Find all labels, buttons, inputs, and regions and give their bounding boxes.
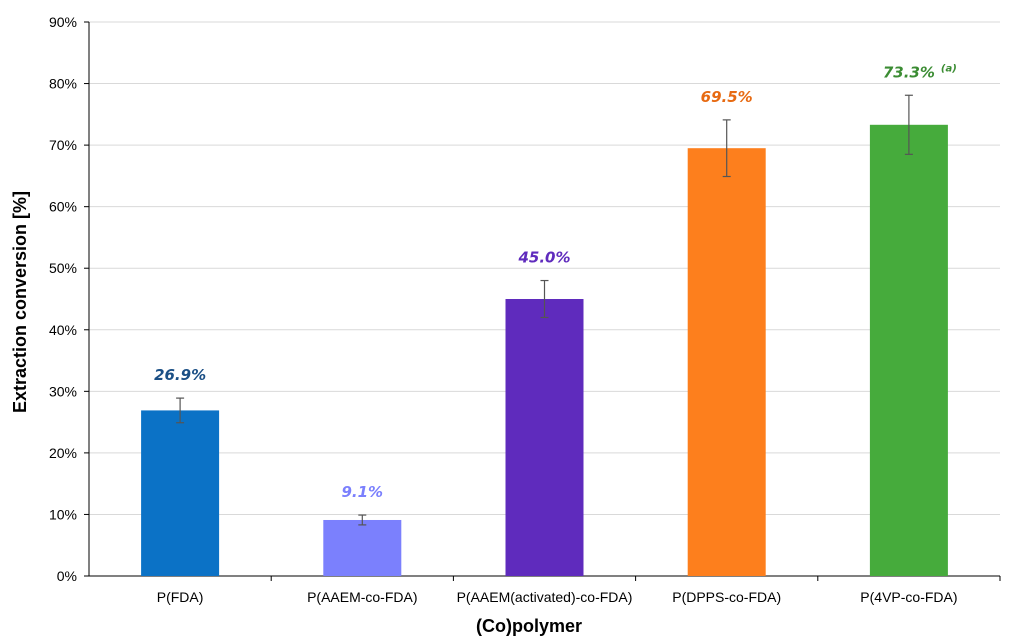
x-tick-label: P(AAEM-co-FDA): [307, 589, 417, 605]
y-tick-label: 50%: [49, 260, 77, 276]
bar: [869, 124, 948, 576]
x-tick-label: P(4VP-co-FDA): [860, 589, 957, 605]
y-tick-label: 70%: [49, 137, 77, 153]
y-tick-label: 60%: [49, 199, 77, 215]
y-tick-label: 90%: [49, 14, 77, 30]
data-label: 26.9%: [154, 366, 206, 384]
bar: [505, 299, 584, 576]
bar: [323, 519, 402, 576]
data-label: 69.5%: [701, 88, 753, 106]
data-label: 45.0%: [517, 249, 570, 267]
x-axis-title: (Co)polymer: [476, 616, 582, 636]
x-tick-label: P(DPPS-co-FDA): [672, 589, 781, 605]
data-label-note: (a): [941, 63, 957, 74]
x-tick-label: P(AAEM(activated)-co-FDA): [457, 589, 633, 605]
data-label: 73.3%: [883, 63, 935, 81]
bar: [687, 148, 766, 576]
y-tick-label: 20%: [49, 445, 77, 461]
y-tick-label: 40%: [49, 322, 77, 338]
bar: [141, 410, 220, 576]
gridlines: [89, 21, 1000, 515]
bars: [141, 124, 948, 576]
y-tick-label: 0%: [57, 568, 77, 584]
y-tick-label: 80%: [49, 76, 77, 92]
y-tick-label: 10%: [49, 506, 77, 522]
y-axis-title: Extraction conversion [%]: [10, 191, 30, 413]
y-tick-labels: 0% 10% 20% 30% 40% 50% 60% 70% 80% 90%: [49, 14, 77, 584]
x-tick-labels: P(FDA) P(AAEM-co-FDA) P(AAEM(activated)-co…: [157, 589, 958, 605]
x-tick-label: P(FDA): [157, 589, 204, 605]
data-labels: 26.9% 9.1% 45.0% 69.5% 73.3% (a): [154, 63, 957, 501]
error-bars: [176, 94, 913, 526]
data-label: 9.1%: [341, 483, 383, 501]
y-tick-label: 30%: [49, 383, 77, 399]
